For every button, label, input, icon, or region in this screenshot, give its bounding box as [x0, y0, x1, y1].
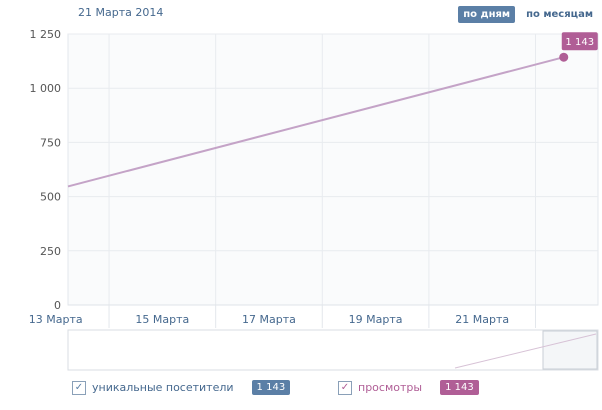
y-tick-label: 1 250	[30, 28, 62, 41]
checkbox-icon[interactable]: ✓	[72, 380, 86, 395]
y-tick-label: 250	[40, 245, 61, 258]
value-label: 1 143	[565, 37, 594, 48]
x-tick-label: 13 Марта	[29, 313, 83, 326]
checkbox-icon[interactable]: ✓	[338, 380, 352, 395]
series-line	[67, 56, 565, 188]
x-tick-label: 17 Марта	[242, 313, 296, 326]
y-tick-label: 0	[54, 299, 61, 312]
line-chart: 0 250 500 750 1 000 1 250 13 Марта 15 Марта 17 М…	[29, 28, 599, 371]
x-tick-label: 21 Марта	[455, 313, 509, 326]
value-badge-views: 1 143	[440, 380, 479, 395]
legend-label-views: просмотры	[358, 381, 423, 394]
period-tabs: по дням по месяцам	[458, 6, 598, 23]
chart-date: 21 Марта 2014	[78, 6, 164, 19]
x-tick-label: 15 Марта	[135, 313, 189, 326]
legend-label-unique-visitors: уникальные посетители	[92, 381, 234, 394]
y-tick-label: 750	[40, 136, 61, 149]
x-axis-band	[68, 306, 598, 328]
tab-by-months[interactable]: по месяцам	[526, 9, 593, 20]
legend-item-views[interactable]: ✓ просмотры 1 143	[338, 380, 479, 395]
navigator-series-line	[454, 333, 597, 369]
y-tick-label: 500	[40, 191, 61, 204]
data-point	[559, 52, 569, 62]
value-label-box	[561, 32, 598, 51]
navigator-panel	[67, 329, 599, 371]
tab-by-days[interactable]: по дням	[458, 6, 516, 23]
navigator-selection[interactable]	[542, 330, 598, 370]
plot-area	[67, 33, 599, 306]
legend: ✓ уникальные посетители 1 143 ✓ просмотр…	[0, 377, 602, 399]
x-tick-label: 19 Марта	[349, 313, 403, 326]
y-tick-label: 1 000	[30, 82, 62, 95]
legend-item-unique-visitors[interactable]: ✓ уникальные посетители 1 143	[72, 380, 291, 395]
value-badge-unique-visitors: 1 143	[251, 380, 291, 395]
